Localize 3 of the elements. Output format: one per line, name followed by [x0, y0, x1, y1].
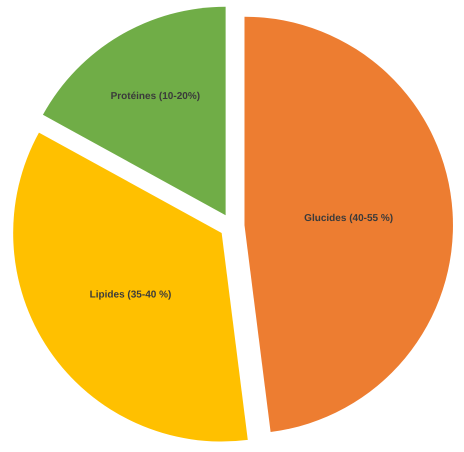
slice-label: Lipides (35-40 %)	[90, 290, 172, 301]
slice-label: Protéines (10-20%)	[110, 90, 200, 102]
slice-label: Glucides (40-55 %)	[304, 213, 394, 224]
